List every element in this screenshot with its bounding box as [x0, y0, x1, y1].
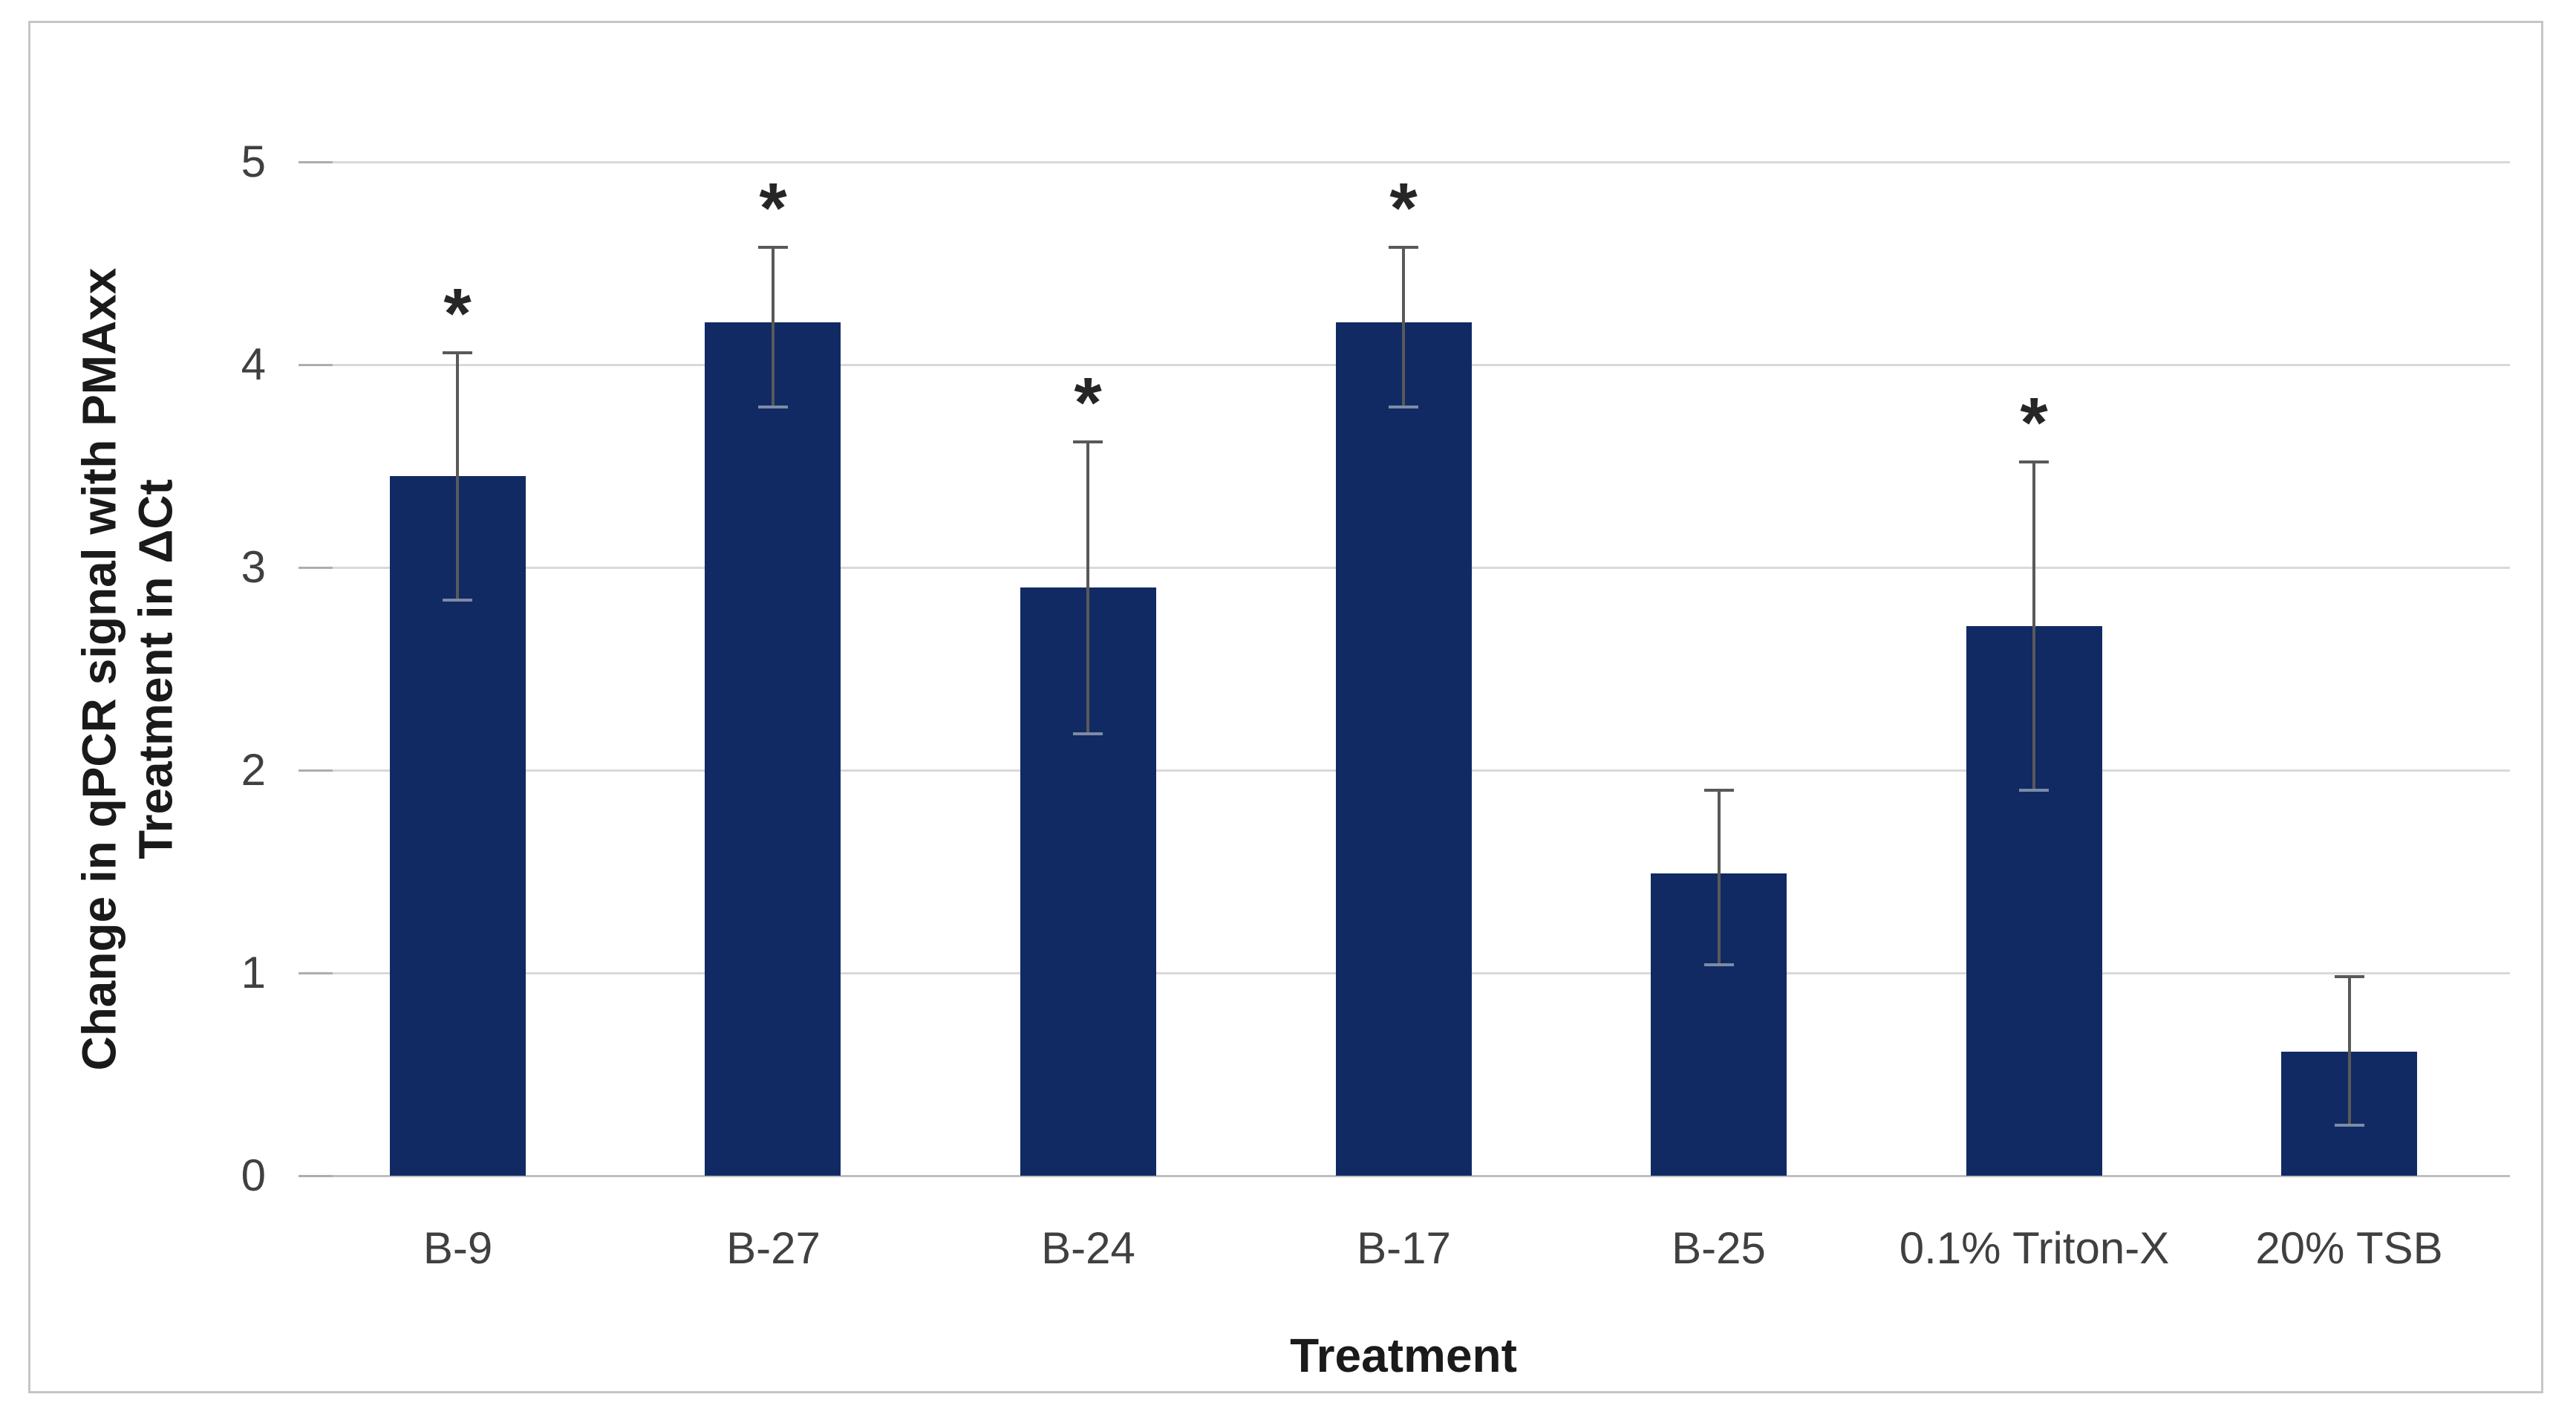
bar: [705, 322, 841, 1176]
error-bar-cap-bottom: [758, 406, 788, 409]
category-label: B-27: [726, 1223, 821, 1273]
error-bar: [772, 247, 775, 408]
category-label: B-17: [1357, 1223, 1451, 1273]
y-tick-label: 4: [241, 339, 266, 389]
category-label: B-9: [423, 1223, 493, 1273]
significance-asterisk: *: [2020, 383, 2048, 463]
y-tick-label: 0: [241, 1150, 266, 1200]
category-label: B-25: [1672, 1223, 1766, 1273]
gridline: [300, 1175, 2510, 1177]
error-bar-cap-bottom: [443, 598, 472, 602]
axis-tick: [299, 364, 333, 366]
significance-asterisk: *: [1389, 168, 1418, 248]
gridline: [300, 161, 2510, 163]
error-bar-cap-top: [1073, 440, 1103, 443]
error-bar-cap-bottom: [2019, 789, 2049, 792]
category-label: 20% TSB: [2255, 1223, 2443, 1273]
axis-tick: [299, 1175, 333, 1177]
error-bar-cap-bottom: [1073, 732, 1103, 735]
error-bar: [2348, 977, 2351, 1125]
error-bar-cap-top: [758, 245, 788, 249]
error-bar: [1402, 247, 1405, 408]
x-axis-title: Treatment: [1290, 1329, 1517, 1382]
error-bar-cap-bottom: [1704, 963, 1734, 967]
error-bar: [2032, 462, 2035, 791]
y-tick-label: 1: [241, 948, 266, 997]
axis-tick: [299, 567, 333, 569]
y-tick-label: 2: [241, 745, 266, 795]
significance-asterisk: *: [443, 273, 472, 354]
category-label: B-24: [1041, 1223, 1135, 1273]
error-bar-cap-top: [2335, 975, 2364, 979]
axis-tick: [299, 161, 333, 163]
error-bar-cap-top: [2019, 460, 2049, 464]
axis-tick: [299, 972, 333, 974]
error-bar: [1086, 441, 1089, 734]
axis-tick: [299, 769, 333, 772]
significance-asterisk: *: [759, 168, 787, 248]
error-bar-cap-bottom: [1389, 406, 1418, 409]
error-bar: [456, 352, 459, 600]
error-bar: [1718, 790, 1721, 966]
error-bar-cap-bottom: [2335, 1123, 2364, 1127]
error-bar-cap-top: [1389, 245, 1418, 249]
y-axis-title: Change in qPCR signal with PMAxx Treatme…: [72, 267, 182, 1071]
y-tick-label: 5: [241, 137, 266, 186]
category-label: 0.1% Triton-X: [1899, 1223, 2170, 1273]
bar: [1336, 322, 1472, 1176]
y-tick-label: 3: [241, 542, 266, 592]
error-bar-cap-top: [1704, 789, 1734, 792]
error-bar-cap-top: [443, 351, 472, 354]
significance-asterisk: *: [1074, 362, 1102, 443]
